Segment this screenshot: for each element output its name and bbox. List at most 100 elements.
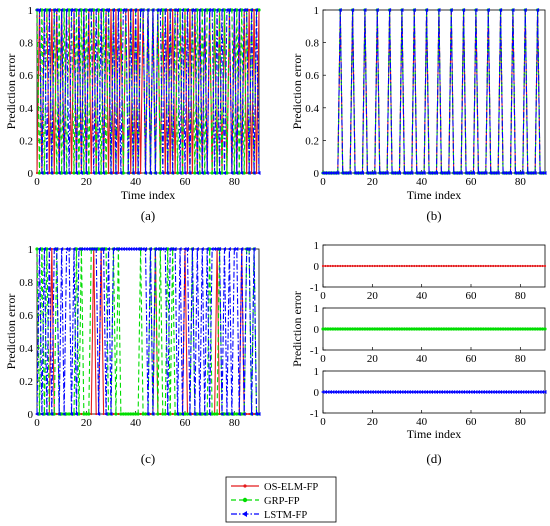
data-point bbox=[540, 390, 545, 394]
data-point bbox=[372, 390, 377, 394]
data-point bbox=[321, 264, 325, 268]
y-tick-label: 0.8 bbox=[305, 38, 319, 50]
data-point bbox=[533, 327, 537, 331]
data-point bbox=[52, 8, 56, 12]
data-point bbox=[242, 412, 246, 416]
data-point bbox=[161, 8, 165, 12]
x-tick-label: 80 bbox=[229, 417, 241, 429]
data-point bbox=[168, 247, 172, 251]
legend-marker bbox=[242, 497, 248, 503]
y-tick-label: 1 bbox=[314, 5, 320, 17]
data-point bbox=[405, 327, 409, 331]
data-point bbox=[166, 247, 170, 251]
y-tick-label: 0.8 bbox=[19, 38, 33, 50]
data-point bbox=[244, 8, 249, 12]
data-point bbox=[479, 264, 482, 268]
data-point bbox=[457, 327, 461, 331]
data-point bbox=[419, 171, 424, 175]
data-point bbox=[252, 412, 256, 416]
data-point bbox=[461, 390, 466, 394]
data-point bbox=[414, 171, 419, 175]
data-point bbox=[516, 264, 519, 268]
data-point bbox=[96, 412, 101, 416]
data-point bbox=[464, 264, 468, 268]
y-tick-label: 0.8 bbox=[19, 277, 33, 289]
data-point bbox=[95, 412, 98, 416]
data-point bbox=[331, 327, 335, 331]
legend: OS-ELM-FP GRP-FP LSTM-FP bbox=[225, 476, 337, 523]
data-point bbox=[37, 8, 41, 12]
data-point bbox=[174, 171, 177, 175]
data-point bbox=[501, 264, 505, 268]
data-point bbox=[449, 327, 453, 331]
data-point bbox=[141, 412, 145, 416]
data-point bbox=[37, 247, 41, 251]
data-point bbox=[355, 390, 360, 394]
data-point bbox=[414, 390, 419, 394]
data-point bbox=[346, 327, 350, 331]
data-point bbox=[523, 327, 527, 331]
data-point bbox=[170, 247, 175, 251]
data-point bbox=[248, 412, 251, 416]
data-point bbox=[515, 171, 520, 175]
data-point bbox=[126, 247, 130, 251]
data-point bbox=[511, 264, 515, 268]
y-tick-label: 0.2 bbox=[19, 376, 33, 388]
data-point bbox=[456, 171, 461, 175]
data-point bbox=[328, 390, 332, 394]
data-point bbox=[361, 264, 364, 268]
data-point bbox=[392, 171, 397, 175]
data-point bbox=[45, 247, 49, 251]
data-point bbox=[494, 327, 498, 331]
data-point bbox=[255, 171, 258, 175]
data-point bbox=[65, 412, 69, 416]
data-point bbox=[415, 264, 418, 268]
x-tick-label: 40 bbox=[416, 353, 428, 365]
data-point bbox=[478, 171, 483, 175]
y-tick-label: 0.2 bbox=[19, 135, 33, 147]
data-point bbox=[334, 264, 337, 268]
data-point bbox=[205, 8, 209, 12]
data-point bbox=[321, 327, 325, 331]
data-point bbox=[380, 327, 384, 331]
data-point bbox=[217, 171, 222, 175]
data-point bbox=[466, 171, 471, 175]
data-point bbox=[533, 171, 537, 175]
data-point bbox=[102, 412, 105, 416]
data-point bbox=[425, 327, 429, 331]
data-point bbox=[435, 264, 438, 268]
data-point bbox=[90, 171, 93, 175]
data-point bbox=[35, 247, 39, 251]
data-point bbox=[486, 8, 490, 12]
data-point bbox=[489, 264, 492, 268]
data-point bbox=[102, 8, 106, 12]
data-point bbox=[192, 8, 197, 12]
data-point bbox=[245, 412, 248, 416]
data-point bbox=[412, 8, 416, 12]
x-axis-label: Time index bbox=[121, 188, 176, 202]
data-point bbox=[45, 8, 49, 12]
data-point bbox=[89, 247, 93, 251]
data-point bbox=[244, 247, 249, 251]
data-point bbox=[378, 327, 382, 331]
data-point bbox=[235, 412, 239, 416]
data-point bbox=[74, 412, 78, 416]
data-point bbox=[198, 171, 202, 175]
x-tick-label: 80 bbox=[515, 353, 527, 365]
data-point bbox=[436, 8, 441, 12]
data-point bbox=[114, 8, 118, 12]
data-point bbox=[436, 390, 441, 394]
data-point bbox=[148, 247, 152, 251]
data-point bbox=[60, 412, 64, 416]
data-point bbox=[408, 264, 411, 268]
x-tick-label: 0 bbox=[320, 290, 326, 302]
data-point bbox=[121, 412, 125, 416]
data-point bbox=[323, 327, 328, 331]
data-point bbox=[180, 412, 185, 416]
x-tick-label: 40 bbox=[130, 176, 142, 188]
data-point bbox=[227, 412, 231, 416]
data-point bbox=[155, 8, 160, 12]
data-point bbox=[447, 327, 451, 331]
data-point bbox=[113, 171, 118, 175]
data-point bbox=[520, 171, 525, 175]
